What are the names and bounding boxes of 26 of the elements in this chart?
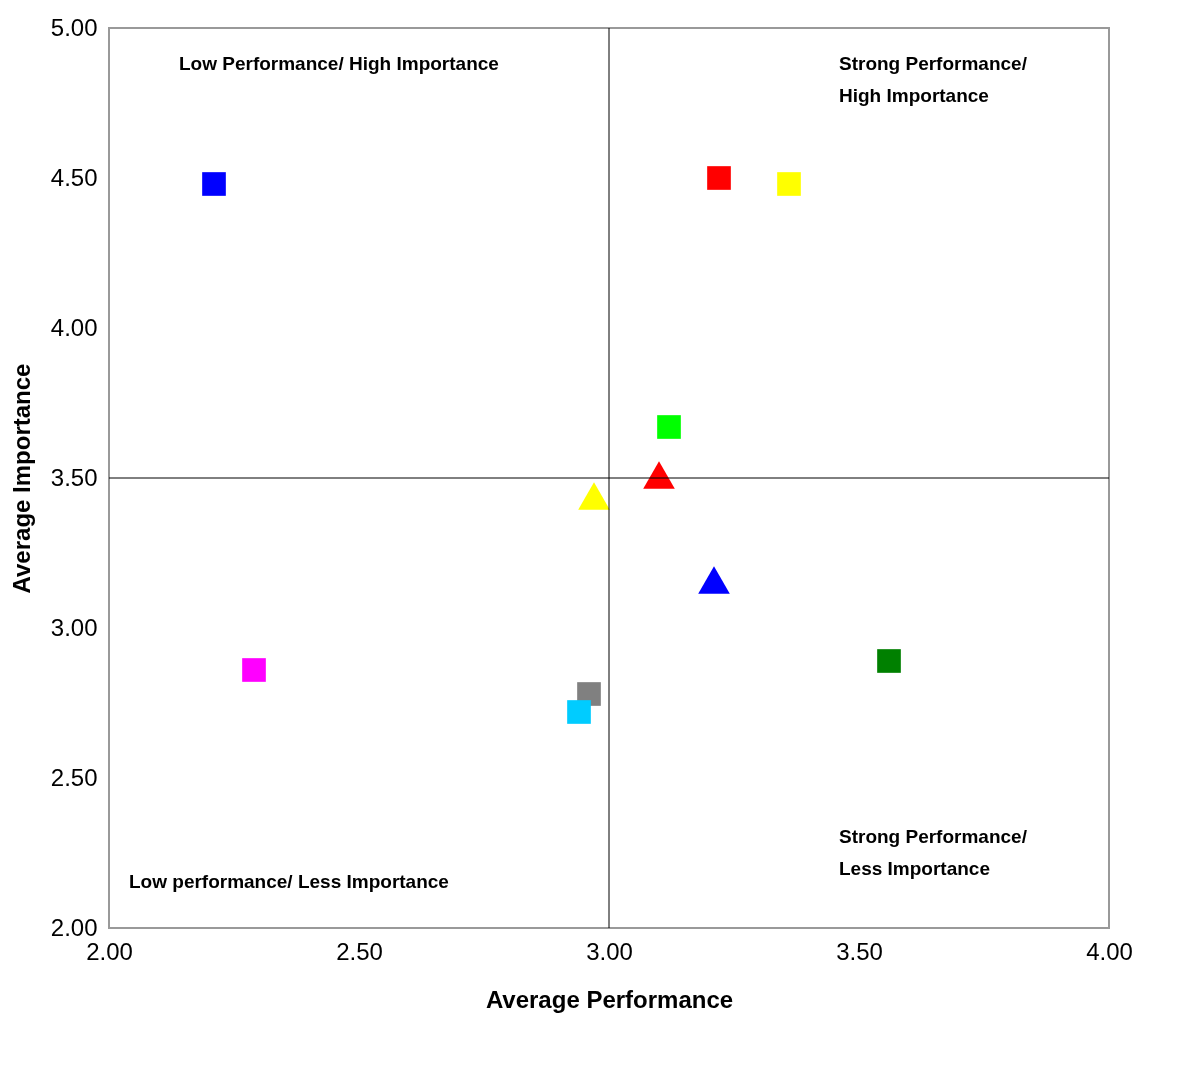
point	[242, 658, 266, 682]
annotation: Strong Performance/ High Importance	[839, 53, 1028, 106]
point	[567, 700, 591, 724]
y-tick-label: 4.00	[50, 313, 98, 341]
x-axis-title: Average Performance	[485, 985, 734, 1013]
x-tick-label: 2.50	[336, 937, 383, 965]
y-tick-label: 5.00	[50, 13, 98, 41]
x-tick-label: 3.00	[586, 937, 633, 965]
point	[777, 172, 801, 196]
x-tick-label: 4.00	[1086, 937, 1133, 965]
annotation: Low Performance/ High Importance	[179, 53, 499, 74]
point	[578, 482, 610, 510]
annotation: Low performance/ Less Importance	[129, 871, 449, 892]
y-tick-label: 3.00	[50, 613, 98, 641]
y-tick-label: 3.50	[50, 463, 98, 491]
y-tick-label: 2.50	[50, 763, 98, 791]
point	[707, 166, 731, 190]
y-tick-label: 4.50	[50, 163, 98, 191]
annotation: Strong Performance/ Less Importance	[839, 826, 1028, 879]
point	[643, 461, 675, 489]
point	[877, 649, 901, 673]
y-axis-title: Average Importance	[7, 363, 35, 594]
point	[698, 566, 730, 594]
point	[657, 415, 681, 439]
x-tick-label: 3.50	[836, 937, 883, 965]
point	[202, 172, 226, 196]
